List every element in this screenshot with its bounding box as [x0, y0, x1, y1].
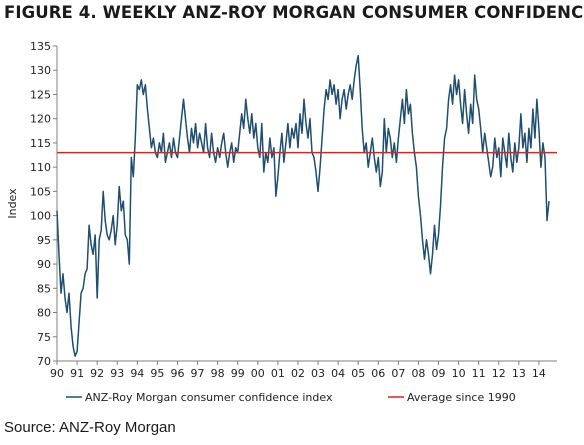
y-tick-label: 105: [30, 185, 51, 198]
x-tick-label: 04: [331, 367, 345, 380]
x-tick-label: 93: [110, 367, 124, 380]
x-tick-label: 95: [150, 367, 164, 380]
x-tick-label: 13: [512, 367, 526, 380]
x-tick-label: 00: [251, 367, 265, 380]
source-note: Source: ANZ-Roy Morgan: [4, 419, 176, 436]
x-tick-label: 06: [371, 367, 385, 380]
chart-title: FIGURE 4. WEEKLY ANZ-ROY MORGAN CONSUMER…: [4, 3, 584, 22]
y-tick-label: 130: [30, 64, 51, 77]
x-tick-label: 96: [170, 367, 184, 380]
chart-axes: [56, 46, 557, 362]
x-tick-label: 14: [532, 367, 546, 380]
y-tick-label: 80: [37, 307, 51, 320]
y-tick-label: 135: [30, 40, 51, 53]
y-tick-label: 95: [37, 234, 51, 247]
x-tick-label: 09: [432, 367, 446, 380]
x-tick-label: 91: [70, 367, 84, 380]
x-tick-label: 03: [311, 367, 325, 380]
y-tick-label: 90: [37, 258, 51, 271]
x-axis-ticks: 90 91 92 93 94 95 96 97 98 99 00 01 02 03 04 05 06 07 08 09…: [50, 361, 546, 380]
x-tick-label: 97: [191, 367, 205, 380]
x-tick-label: 90: [50, 367, 64, 380]
x-tick-label: 99: [231, 367, 245, 380]
y-tick-label: 70: [37, 355, 51, 368]
x-tick-label: 02: [291, 367, 305, 380]
series-line-consumer-confidence: [56, 54, 550, 357]
y-axis-label: Index: [6, 188, 19, 219]
legend-entry-consumer-confidence: ANZ-Roy Morgan consumer confidence index: [85, 391, 333, 404]
y-tick-label: 120: [30, 113, 51, 126]
y-tick-label: 85: [37, 282, 51, 295]
y-tick-label: 125: [30, 88, 51, 101]
x-tick-label: 11: [472, 367, 486, 380]
x-tick-label: 05: [351, 367, 365, 380]
x-tick-label: 94: [130, 367, 144, 380]
legend-entry-average: Average since 1990: [407, 391, 516, 404]
x-tick-label: 98: [211, 367, 225, 380]
legend: ANZ-Roy Morgan consumer confidence index…: [66, 391, 516, 404]
x-tick-label: 10: [452, 367, 466, 380]
y-tick-label: 110: [30, 161, 51, 174]
x-tick-label: 08: [411, 367, 425, 380]
x-tick-label: 92: [90, 367, 104, 380]
x-tick-label: 01: [271, 367, 285, 380]
y-tick-label: 75: [37, 331, 51, 344]
x-tick-label: 12: [492, 367, 506, 380]
y-tick-label: 115: [30, 137, 51, 150]
x-tick-label: 07: [391, 367, 405, 380]
y-axis-ticks: 70 75 80 85 90 95 100 105 110 115 120 125 130 135: [30, 40, 57, 368]
y-tick-label: 100: [30, 210, 51, 223]
